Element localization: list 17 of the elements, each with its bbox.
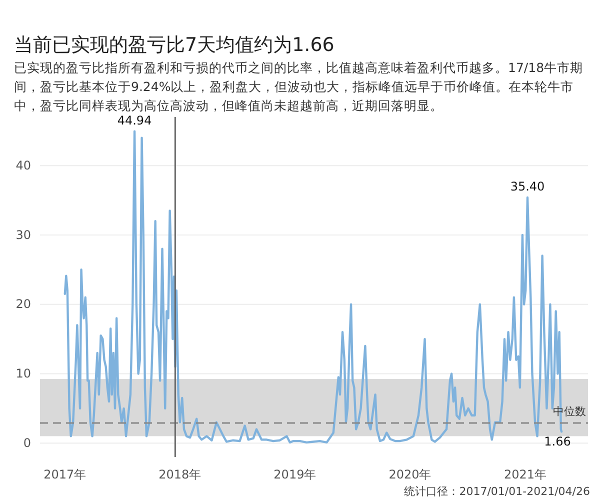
annotation: 35.40: [510, 179, 545, 194]
x-tick-label: 2018年: [158, 467, 202, 482]
chart-subtitle: 已实现的盈亏比指所有盈利和亏损的代币之间的比率，比值越高意味着盈利代币越多。17/18牛市期间，盈亏比基本位于9.24%以上，盈利盘大，但波动也大，指标峰值远早于币价峰值。在本轮牛市中，盈亏比同样表现为高位高波动，但峰值尚未超越前高，近期回落明显。: [14, 59, 584, 115]
y-tick-label: 40: [16, 158, 31, 172]
y-tick-label: 0: [23, 436, 31, 450]
text: 统计口径：2017/01/01-2021/04/26: [404, 485, 590, 498]
x-tick-label: 2017年: [44, 467, 86, 482]
x-tick-label: 2019年: [274, 467, 316, 482]
annotation: 1.66: [544, 434, 571, 449]
y-tick-label: 10: [16, 366, 31, 381]
chart-title: 当前已实现的盈亏比7天均值约为1.66: [14, 33, 334, 58]
y-tick-label: 20: [16, 297, 31, 312]
y-tick-label: 30: [16, 228, 31, 242]
x-tick-label: 2021年: [504, 467, 547, 482]
annotation: 44.94: [117, 113, 152, 128]
x-tick-label: 2020年: [388, 467, 432, 482]
ref-line-label: 中位数: [553, 405, 586, 418]
